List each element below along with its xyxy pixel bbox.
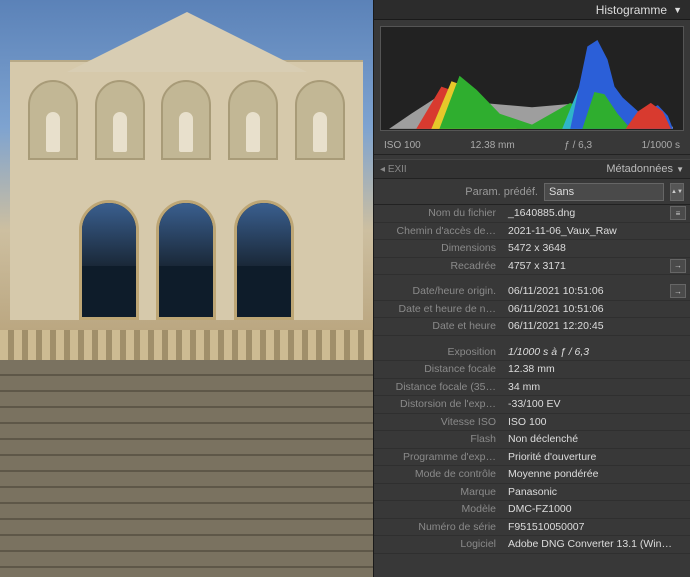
metadata-label: Date/heure origin. bbox=[374, 285, 504, 297]
metadata-label: Chemin d'accès de… bbox=[374, 225, 504, 237]
metadata-value[interactable]: 1/1000 s à ƒ / 6,3 bbox=[504, 346, 690, 358]
metadata-label: Vitesse ISO bbox=[374, 416, 504, 428]
metadata-label: Distance focale bbox=[374, 363, 504, 375]
metadata-label: Nom du fichier bbox=[374, 207, 504, 219]
histo-iso: ISO 100 bbox=[384, 140, 421, 151]
right-panel: Histogramme ▼ ISO 100 12.38 mm ƒ / 6,3 1… bbox=[373, 0, 690, 577]
collapse-icon: ▼ bbox=[673, 5, 682, 15]
metadata-label: Flash bbox=[374, 433, 504, 445]
metadata-row: MarquePanasonic bbox=[374, 484, 690, 502]
metadata-action-button[interactable]: → bbox=[670, 259, 686, 273]
metadata-value[interactable]: 5472 x 3648 bbox=[504, 242, 690, 254]
metadata-label: Programme d'exp… bbox=[374, 451, 504, 463]
metadata-label: Recadrée bbox=[374, 260, 504, 272]
metadata-label: Distorsion de l'exp… bbox=[374, 398, 504, 410]
metadata-value[interactable]: Priorité d'ouverture bbox=[504, 451, 690, 463]
metadata-row: Date et heure06/11/2021 12:20:45 bbox=[374, 318, 690, 336]
metadata-value[interactable]: F951510050007 bbox=[504, 521, 690, 533]
metadata-value[interactable]: -33/100 EV bbox=[504, 398, 690, 410]
metadata-action-button[interactable]: → bbox=[670, 284, 686, 298]
metadata-label: Modèle bbox=[374, 503, 504, 515]
histo-focal: 12.38 mm bbox=[470, 140, 514, 151]
metadata-label: Dimensions bbox=[374, 242, 504, 254]
metadata-row: Dimensions5472 x 3648 bbox=[374, 240, 690, 258]
metadata-value[interactable]: Non déclenché bbox=[504, 433, 690, 445]
metadata-value[interactable]: 4757 x 3171 bbox=[504, 260, 670, 272]
metadata-row: Distorsion de l'exp…-33/100 EV bbox=[374, 396, 690, 414]
metadata-row: Mode de contrôleMoyenne pondérée bbox=[374, 466, 690, 484]
metadata-row: FlashNon déclenché bbox=[374, 431, 690, 449]
section-left-label: ◂ EXII bbox=[380, 164, 407, 175]
metadata-value[interactable]: _1640885.dng bbox=[504, 207, 670, 219]
metadata-value[interactable]: 06/11/2021 10:51:06 bbox=[504, 285, 670, 297]
metadata-row: Numéro de sérieF951510050007 bbox=[374, 519, 690, 537]
metadata-label: Marque bbox=[374, 486, 504, 498]
metadata-label: Numéro de série bbox=[374, 521, 504, 533]
metadata-list: Nom du fichier_1640885.dng≡Chemin d'accè… bbox=[374, 205, 690, 577]
preset-label: Param. prédéf. bbox=[465, 186, 538, 198]
histogram-svg bbox=[381, 27, 683, 130]
metadata-row: LogicielAdobe DNG Converter 13.1 (Win… bbox=[374, 536, 690, 554]
preset-row: Param. prédéf. Sans ▲▼ bbox=[374, 179, 690, 205]
metadata-action-button[interactable]: ≡ bbox=[670, 206, 686, 220]
metadata-value[interactable]: 2021-11-06_Vaux_Raw bbox=[504, 225, 690, 237]
metadata-row: ModèleDMC-FZ1000 bbox=[374, 501, 690, 519]
metadata-row: Nom du fichier_1640885.dng≡ bbox=[374, 205, 690, 223]
histogram-panel-header[interactable]: Histogramme ▼ bbox=[374, 0, 690, 20]
metadata-label: Logiciel bbox=[374, 538, 504, 550]
metadata-label: Exposition bbox=[374, 346, 504, 358]
metadata-row: Date et heure de n…06/11/2021 10:51:06 bbox=[374, 301, 690, 319]
metadata-row: Distance focale (35…34 mm bbox=[374, 379, 690, 397]
preset-stepper[interactable]: ▲▼ bbox=[670, 183, 684, 201]
histogram[interactable] bbox=[380, 26, 684, 131]
metadata-row: Date/heure origin.06/11/2021 10:51:06→ bbox=[374, 283, 690, 301]
metadata-value[interactable]: 34 mm bbox=[504, 381, 690, 393]
metadata-value[interactable]: DMC-FZ1000 bbox=[504, 503, 690, 515]
metadata-value[interactable]: Moyenne pondérée bbox=[504, 468, 690, 480]
photo-preview[interactable] bbox=[0, 0, 373, 577]
section-right-label: Métadonnées ▼ bbox=[606, 163, 684, 175]
metadata-value[interactable]: 06/11/2021 10:51:06 bbox=[504, 303, 690, 315]
photo-illustration bbox=[0, 0, 373, 577]
metadata-row: Vitesse ISOISO 100 bbox=[374, 414, 690, 432]
metadata-label: Distance focale (35… bbox=[374, 381, 504, 393]
metadata-label: Mode de contrôle bbox=[374, 468, 504, 480]
metadata-row: Distance focale12.38 mm bbox=[374, 361, 690, 379]
metadata-value[interactable]: 06/11/2021 12:20:45 bbox=[504, 320, 690, 332]
metadata-row: Exposition1/1000 s à ƒ / 6,3 bbox=[374, 344, 690, 362]
metadata-value[interactable]: 12.38 mm bbox=[504, 363, 690, 375]
metadata-label: Date et heure bbox=[374, 320, 504, 332]
panel-title: Histogramme bbox=[596, 3, 667, 17]
metadata-value[interactable]: Panasonic bbox=[504, 486, 690, 498]
metadata-row: Programme d'exp…Priorité d'ouverture bbox=[374, 449, 690, 467]
metadata-row: Recadrée4757 x 3171→ bbox=[374, 258, 690, 276]
metadata-label: Date et heure de n… bbox=[374, 303, 504, 315]
metadata-row: Chemin d'accès de…2021-11-06_Vaux_Raw bbox=[374, 223, 690, 241]
metadata-value[interactable]: ISO 100 bbox=[504, 416, 690, 428]
metadata-value[interactable]: Adobe DNG Converter 13.1 (Win… bbox=[504, 538, 690, 550]
preset-value: Sans bbox=[549, 186, 574, 198]
histogram-exposure-info: ISO 100 12.38 mm ƒ / 6,3 1/1000 s bbox=[374, 137, 690, 155]
histo-aperture: ƒ / 6,3 bbox=[564, 140, 592, 151]
histo-shutter: 1/1000 s bbox=[642, 140, 680, 151]
metadata-section-header[interactable]: ◂ EXII Métadonnées ▼ bbox=[374, 159, 690, 179]
chevron-down-icon: ▼ bbox=[676, 165, 684, 174]
preset-dropdown[interactable]: Sans bbox=[544, 183, 664, 201]
